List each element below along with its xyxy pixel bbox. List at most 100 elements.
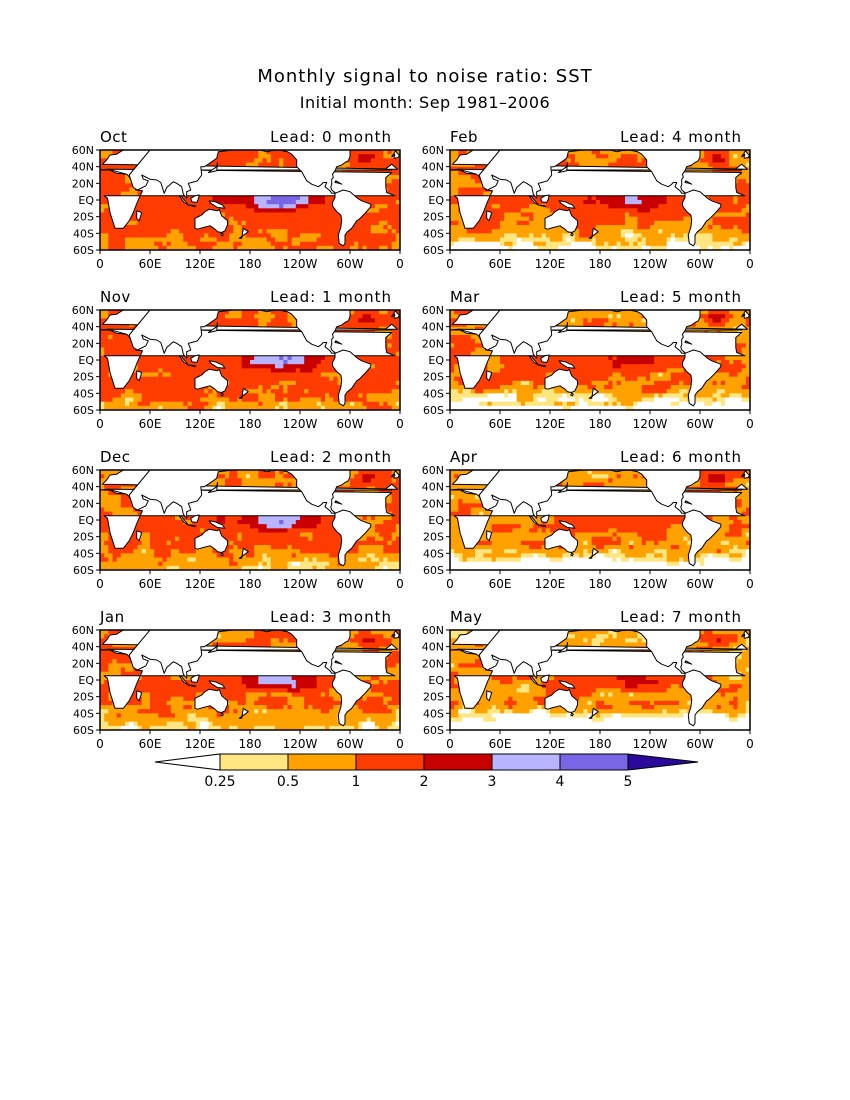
snr-cell — [450, 397, 463, 403]
snr-cell — [512, 680, 543, 685]
snr-cell — [533, 709, 547, 714]
snr-cell — [700, 310, 709, 315]
snr-cell — [362, 478, 372, 483]
snr-cell — [529, 684, 543, 689]
snr-cell — [512, 245, 538, 250]
snr-cell — [379, 680, 384, 685]
snr-cell — [383, 520, 400, 525]
lon-tick-label: 180 — [589, 417, 612, 431]
snr-cell — [450, 385, 472, 390]
snr-cell — [745, 470, 750, 475]
snr-cell — [504, 709, 513, 714]
snr-cell — [187, 401, 193, 407]
snr-cell — [645, 540, 655, 546]
snr-cell — [633, 545, 672, 550]
snr-cell — [562, 470, 588, 475]
snr-cell — [112, 511, 138, 517]
lon-tick-label: 180 — [589, 737, 612, 751]
snr-cell — [354, 241, 359, 247]
snr-cell — [100, 520, 184, 525]
lat-tick-label: EQ — [78, 514, 94, 527]
snr-cell — [129, 187, 138, 193]
snr-cell — [383, 549, 400, 554]
continent — [259, 470, 351, 514]
snr-cell — [387, 655, 400, 660]
snr-cell — [183, 705, 193, 710]
snr-cell — [695, 233, 713, 238]
snr-cell — [637, 216, 684, 222]
snr-cell — [287, 233, 301, 238]
snr-cell — [291, 241, 301, 247]
snr-cell — [612, 245, 618, 250]
snr-cell — [450, 655, 480, 660]
snr-cell — [541, 233, 547, 238]
snr-cell — [620, 549, 655, 554]
continent — [207, 322, 218, 333]
snr-cell — [183, 520, 193, 525]
lon-tick-label: 120E — [185, 417, 216, 431]
snr-cell — [100, 688, 113, 693]
snr-cell — [608, 692, 613, 698]
snr-cell — [654, 360, 684, 365]
snr-cell — [675, 233, 684, 238]
snr-cell — [450, 507, 459, 513]
snr-cell — [612, 364, 622, 369]
snr-cell — [741, 520, 750, 525]
snr-cell — [520, 237, 551, 243]
snr-cell — [100, 237, 109, 243]
snr-cell — [708, 474, 726, 479]
lat-tick-label: 40N — [422, 481, 444, 494]
snr-cell — [262, 553, 268, 558]
snr-cell — [108, 241, 126, 247]
snr-cell — [362, 245, 368, 250]
continent — [544, 368, 578, 393]
snr-cell — [195, 515, 218, 521]
lat-tick-label: 20S — [423, 211, 444, 224]
continent — [190, 354, 200, 363]
continent — [558, 200, 576, 209]
snr-cell — [704, 515, 713, 521]
snr-cell — [170, 229, 180, 234]
snr-cell — [450, 663, 455, 668]
snr-cell — [258, 229, 263, 234]
snr-cell — [166, 700, 201, 706]
lon-tick-label: 120W — [283, 577, 318, 591]
snr-cell — [125, 667, 134, 673]
snr-cell — [529, 528, 538, 533]
snr-cell — [645, 237, 668, 243]
snr-cell — [187, 557, 197, 563]
snr-cell — [712, 364, 747, 369]
snr-cell — [295, 380, 338, 386]
snr-cell — [395, 713, 400, 718]
snr-cell — [354, 725, 359, 730]
lon-tick-label: 60E — [489, 257, 512, 271]
snr-cell — [270, 385, 280, 390]
lat-tick-label: 20N — [72, 657, 94, 670]
snr-cell — [195, 158, 255, 163]
snr-cell — [241, 229, 259, 234]
snr-cell — [208, 393, 218, 398]
snr-cell — [591, 717, 605, 723]
lon-tick-label: 0 — [746, 417, 754, 431]
snr-cell — [608, 401, 613, 407]
snr-cell — [612, 355, 618, 361]
snr-cell — [612, 532, 618, 538]
snr-cell — [208, 385, 213, 390]
snr-cell — [666, 241, 697, 247]
snr-cell — [395, 401, 400, 407]
snr-cell — [620, 233, 626, 238]
snr-cell — [729, 310, 750, 315]
lon-tick-label: 0 — [746, 577, 754, 591]
snr-cell — [141, 700, 151, 706]
snr-cell — [595, 634, 609, 639]
snr-cell — [379, 401, 384, 407]
snr-cell — [745, 241, 750, 247]
snr-cell — [120, 671, 159, 677]
snr-cell — [595, 688, 622, 693]
lat-tick-label: 40N — [72, 641, 94, 654]
snr-cell — [450, 671, 459, 677]
snr-cell — [375, 528, 397, 533]
snr-cell — [325, 393, 330, 398]
